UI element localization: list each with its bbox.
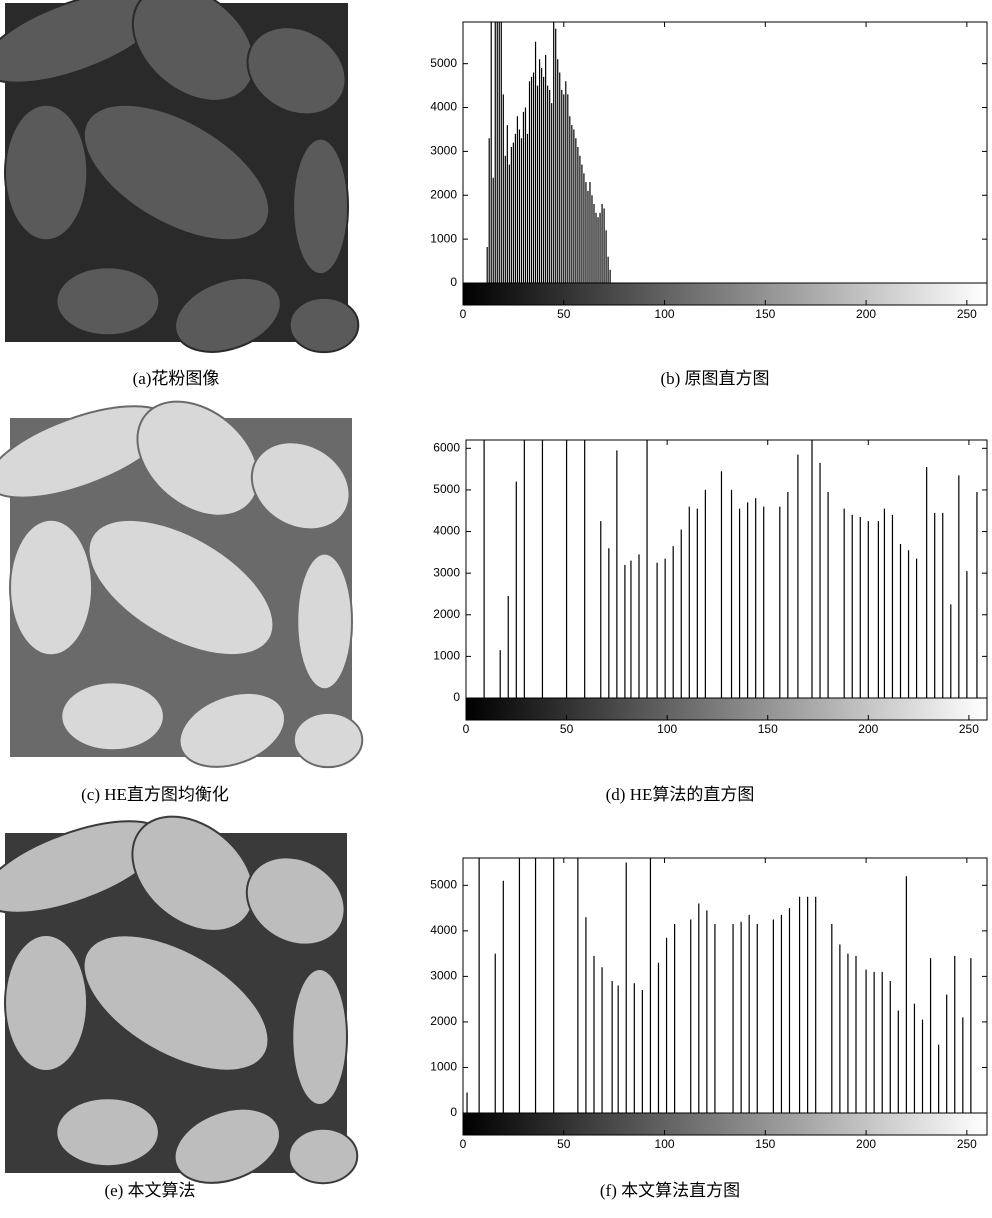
page: {"figures": [{"caption": "(a)花粉图像"}, {"c… xyxy=(0,0,992,1218)
pollen-grain xyxy=(10,520,92,656)
x-tick-label: 50 xyxy=(557,307,571,321)
x-tick-label: 200 xyxy=(858,722,878,736)
plot-frame xyxy=(463,858,987,1113)
colorbar xyxy=(463,283,987,305)
y-tick-label: 5000 xyxy=(433,482,460,496)
y-tick-label: 3000 xyxy=(430,969,457,983)
x-tick-label: 0 xyxy=(460,307,467,321)
colorbar xyxy=(463,1113,987,1135)
y-tick-label: 1000 xyxy=(430,231,457,245)
x-tick-label: 50 xyxy=(557,1137,571,1151)
y-tick-label: 2000 xyxy=(433,607,460,621)
y-tick-label: 1000 xyxy=(430,1060,457,1074)
y-tick-label: 1000 xyxy=(433,649,460,663)
x-tick-label: 100 xyxy=(655,1137,675,1151)
y-tick-label: 5000 xyxy=(430,56,457,70)
caption: (f) 本文算法直方图 xyxy=(600,1181,740,1200)
pollen-grain xyxy=(289,1129,357,1183)
y-tick-label: 3000 xyxy=(433,565,460,579)
y-tick-label: 2000 xyxy=(430,187,457,201)
pollen-grain xyxy=(294,713,362,767)
y-tick-label: 3000 xyxy=(430,144,457,158)
x-tick-label: 150 xyxy=(755,1137,775,1151)
y-tick-label: 4000 xyxy=(430,923,457,937)
pollen-grain xyxy=(5,105,87,241)
pollen-grain xyxy=(292,969,347,1105)
x-tick-label: 250 xyxy=(957,307,977,321)
x-tick-label: 0 xyxy=(460,1137,467,1151)
x-tick-label: 0 xyxy=(463,722,470,736)
x-tick-label: 200 xyxy=(856,307,876,321)
x-tick-label: 250 xyxy=(959,722,979,736)
x-tick-label: 100 xyxy=(655,307,675,321)
pollen-grain xyxy=(297,554,352,690)
photo xyxy=(0,378,365,780)
x-tick-label: 100 xyxy=(657,722,677,736)
caption: (a)花粉图像 xyxy=(133,369,220,388)
colorbar xyxy=(466,698,987,720)
pollen-grain xyxy=(293,139,348,275)
x-tick-label: 50 xyxy=(560,722,574,736)
caption: (e) 本文算法 xyxy=(104,1181,195,1200)
y-tick-label: 5000 xyxy=(430,877,457,891)
pollen-grain xyxy=(61,682,164,750)
y-tick-label: 6000 xyxy=(433,440,460,454)
x-tick-label: 250 xyxy=(957,1137,977,1151)
photo xyxy=(0,793,361,1196)
caption: (b) 原图直方图 xyxy=(660,369,769,388)
y-tick-label: 0 xyxy=(453,690,460,704)
caption: (d) HE算法的直方图 xyxy=(606,785,755,804)
photo xyxy=(0,0,361,366)
x-tick-label: 200 xyxy=(856,1137,876,1151)
y-tick-label: 0 xyxy=(450,275,457,289)
figure: (a)花粉图像(c) HE直方图均衡化(e) 本文算法0100020003000… xyxy=(0,0,992,1213)
pollen-grain xyxy=(290,298,359,352)
pollen-grain xyxy=(56,267,159,335)
y-tick-label: 0 xyxy=(450,1105,457,1119)
caption: (c) HE直方图均衡化 xyxy=(81,785,229,804)
y-tick-label: 2000 xyxy=(430,1014,457,1028)
y-tick-label: 4000 xyxy=(430,100,457,114)
y-tick-label: 4000 xyxy=(433,524,460,538)
pollen-grain xyxy=(56,1098,159,1166)
x-tick-label: 150 xyxy=(755,307,775,321)
x-tick-label: 150 xyxy=(758,722,778,736)
pollen-grain xyxy=(5,935,87,1071)
